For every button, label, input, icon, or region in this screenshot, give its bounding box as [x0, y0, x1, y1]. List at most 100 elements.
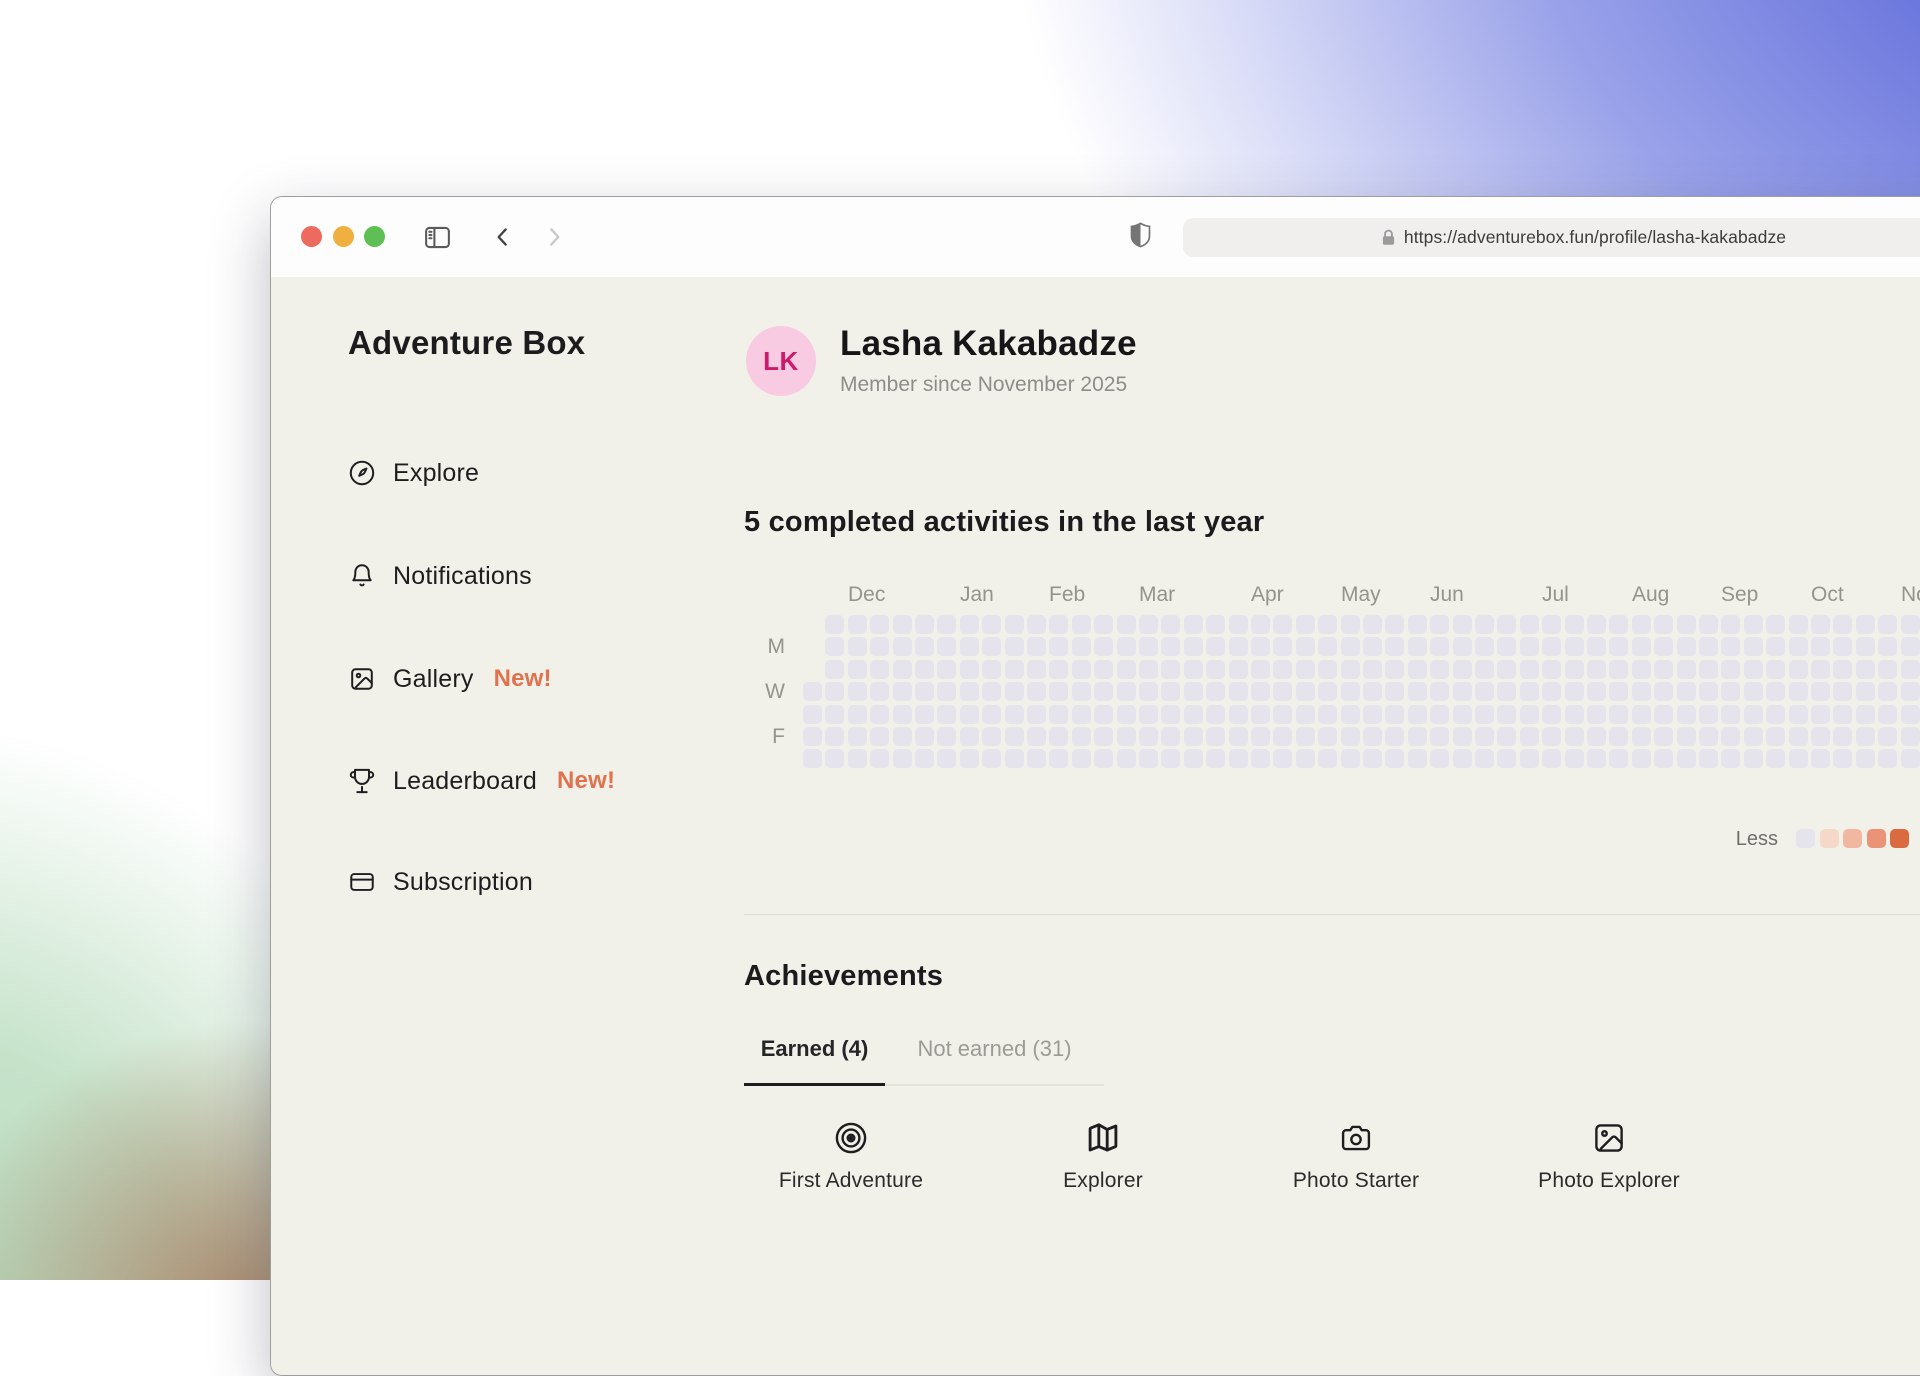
- heatmap-cell: [1273, 727, 1292, 746]
- heatmap-cell: [1475, 682, 1494, 701]
- heatmap-cell: [1161, 749, 1180, 768]
- sidebar-item-subscription[interactable]: Subscription: [348, 864, 533, 900]
- heatmap-cell: [1744, 727, 1763, 746]
- heatmap-cell: [1251, 749, 1270, 768]
- heatmap-cell: [1139, 682, 1158, 701]
- privacy-shield-icon[interactable]: [1124, 220, 1156, 252]
- forward-icon[interactable]: [538, 221, 570, 253]
- heatmap-cell: [1161, 615, 1180, 634]
- heatmap-cell: [1811, 705, 1830, 724]
- heatmap-cell: [893, 637, 912, 656]
- heatmap-cell: [1878, 637, 1897, 656]
- heatmap-cell: [1161, 637, 1180, 656]
- heatmap-cell: [1632, 749, 1651, 768]
- heatmap-cell: [1901, 637, 1920, 656]
- heatmap-cell: [1520, 682, 1539, 701]
- sidebar-toggle-icon[interactable]: [421, 221, 453, 253]
- heatmap-cell: [1520, 660, 1539, 679]
- heatmap-cell: [982, 705, 1001, 724]
- heatmap-cell: [1699, 749, 1718, 768]
- heatmap-cell: [937, 705, 956, 724]
- page-content: Adventure Box Explore Notifications Galler…: [271, 277, 1920, 1375]
- heatmap-cell: [848, 749, 867, 768]
- heatmap-cell: [1363, 682, 1382, 701]
- heatmap-cell: [1721, 615, 1740, 634]
- heatmap-cell: [1699, 660, 1718, 679]
- heatmap-cell: [1878, 749, 1897, 768]
- heatmap-cell: [915, 749, 934, 768]
- heatmap-cell: [1229, 727, 1248, 746]
- heatmap-cell: [1901, 615, 1920, 634]
- heatmap-cell: [893, 660, 912, 679]
- heatmap-cell: [1049, 749, 1068, 768]
- heatmap-cell: [1049, 660, 1068, 679]
- heatmap-cell: [1139, 615, 1158, 634]
- heatmap-cell: [1609, 682, 1628, 701]
- tab-not-earned[interactable]: Not earned (31): [917, 1036, 1072, 1061]
- heatmap-cell: [982, 727, 1001, 746]
- zoom-button[interactable]: [364, 226, 385, 247]
- sidebar-item-label: Explore: [393, 458, 480, 487]
- avatar: LK: [746, 326, 816, 396]
- heatmap-cell: [1341, 749, 1360, 768]
- sidebar-item-notifications[interactable]: Notifications: [348, 558, 532, 594]
- heatmap-cell: [1520, 637, 1539, 656]
- heatmap-cell: [1699, 637, 1718, 656]
- legend-cell: [1890, 829, 1909, 848]
- heatmap-cell: [1229, 637, 1248, 656]
- heatmap-cell: [1161, 660, 1180, 679]
- heatmap-cell: [1430, 637, 1449, 656]
- heatmap-cell: [1609, 749, 1628, 768]
- lock-icon: [1380, 228, 1397, 247]
- heatmap-cell: [1296, 660, 1315, 679]
- heatmap-cell: [1139, 727, 1158, 746]
- heatmap-cell: [803, 705, 822, 724]
- camera-icon: [1338, 1120, 1374, 1156]
- heatmap-cell: [1520, 705, 1539, 724]
- heatmap-cell: [1878, 615, 1897, 634]
- activity-heading: 5 completed activities in the last year: [744, 506, 1265, 538]
- month-label: Sep: [1721, 583, 1759, 606]
- close-button[interactable]: [301, 226, 322, 247]
- heatmap-cell: [1699, 615, 1718, 634]
- heatmap-cell: [1901, 705, 1920, 724]
- url-bar[interactable]: https://adventurebox.fun/profile/lasha-k…: [1183, 218, 1920, 257]
- heatmap-cell: [1654, 727, 1673, 746]
- new-badge: New!: [557, 767, 616, 794]
- heatmap-cell: [825, 705, 844, 724]
- back-icon[interactable]: [487, 221, 519, 253]
- heatmap-cell: [1027, 749, 1046, 768]
- heatmap-cell: [1833, 660, 1852, 679]
- heatmap-cell: [1587, 682, 1606, 701]
- heatmap-cell: [1094, 615, 1113, 634]
- heatmap-cell: [1273, 749, 1292, 768]
- sidebar-item-leaderboard[interactable]: Leaderboard New!: [348, 763, 615, 799]
- heatmap-cell: [1609, 637, 1628, 656]
- sidebar-item-label: Leaderboard: [393, 766, 537, 795]
- heatmap-cell: [1901, 727, 1920, 746]
- sidebar-item-gallery[interactable]: Gallery New!: [348, 661, 552, 697]
- heatmap-cell: [1475, 705, 1494, 724]
- heatmap-cell: [1027, 727, 1046, 746]
- heatmap-cell: [1811, 749, 1830, 768]
- trophy-icon: [348, 767, 376, 795]
- heatmap-cell: [1005, 749, 1024, 768]
- sidebar-item-explore[interactable]: Explore: [348, 455, 479, 491]
- heatmap-cell: [1609, 660, 1628, 679]
- sidebar-item-label: Notifications: [393, 561, 532, 590]
- heatmap-cell: [1408, 749, 1427, 768]
- month-label: May: [1341, 583, 1381, 606]
- minimize-button[interactable]: [333, 226, 354, 247]
- heatmap-cell: [1385, 682, 1404, 701]
- tab-earned[interactable]: Earned (4): [744, 1030, 885, 1086]
- heatmap-cell: [1117, 637, 1136, 656]
- heatmap-cell: [1699, 682, 1718, 701]
- heatmap-cell: [1341, 727, 1360, 746]
- month-label: Feb: [1049, 583, 1086, 606]
- heatmap-cell: [915, 727, 934, 746]
- heatmap-cell: [1721, 727, 1740, 746]
- heatmap-cell: [1721, 660, 1740, 679]
- heatmap-cell: [1072, 637, 1091, 656]
- heatmap-cell: [1744, 637, 1763, 656]
